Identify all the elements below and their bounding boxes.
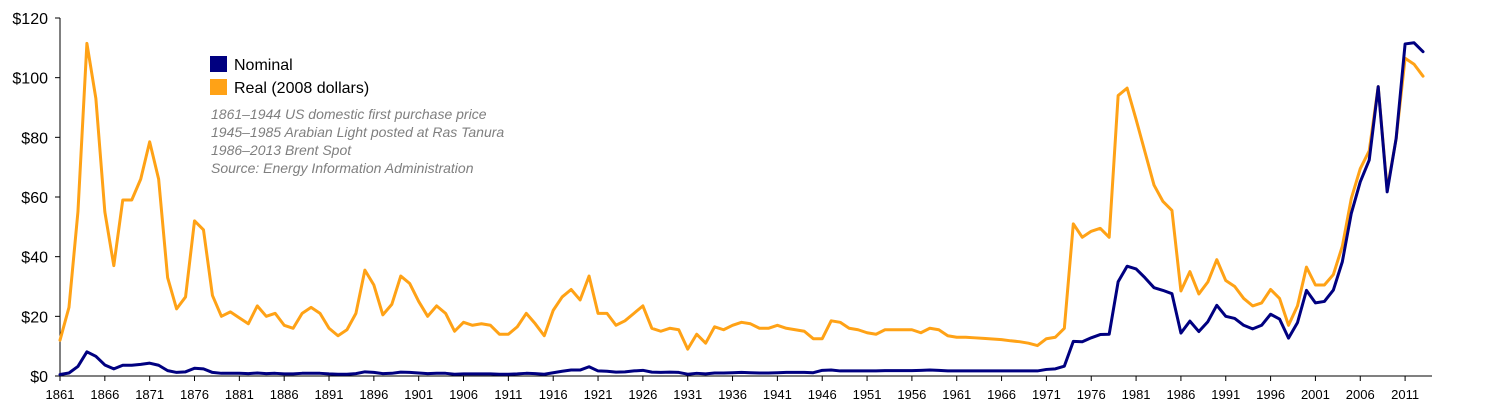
series-line-nominal [58,41,1425,377]
x-tick-label: 1946 [808,387,837,402]
note-line-2: 1945–1985 Arabian Light posted at Ras Ta… [211,124,504,140]
legend-label-real: Real (2008 dollars) [234,80,369,97]
y-axis: $0 $20 $40 $60 $80 $100 $120 [12,11,61,386]
x-tick-label: 1936 [718,387,747,402]
legend: Nominal Real (2008 dollars) [210,56,369,97]
x-tick-label: 1976 [1077,387,1106,402]
x-tick-label: 1901 [404,387,433,402]
x-tick-label: 1991 [1211,387,1240,402]
x-tick-label: 1941 [763,387,792,402]
y-tick-label: $80 [21,130,48,147]
x-tick-label: 1986 [1166,387,1195,402]
source-notes: 1861–1944 US domestic first purchase pri… [211,106,504,176]
x-tick-label: 1886 [270,387,299,402]
x-tick-label: 1896 [359,387,388,402]
x-tick-label: 1911 [494,387,522,402]
x-tick-label: 1966 [987,387,1016,402]
x-tick-label: 1866 [90,387,119,402]
x-tick-label: 1881 [225,387,254,402]
y-tick-label: $120 [12,11,48,28]
x-tick-label: 1956 [897,387,926,402]
series-line-real [58,41,1425,351]
series-lines [58,41,1425,377]
x-axis: 1861 1866 1871 1876 1881 1886 1891 1896 1901 1906… [46,375,1432,402]
y-tick-label: $0 [30,369,48,386]
x-tick-label: 1996 [1256,387,1285,402]
x-tick-label: 1921 [584,387,613,402]
x-tick-label: 1876 [180,387,209,402]
x-tick-label: 1971 [1032,387,1061,402]
y-tick-label: $20 [21,309,48,326]
y-tick-label: $40 [21,250,48,267]
x-tick-label: 1931 [673,387,702,402]
x-tick-label: 1891 [315,387,344,402]
x-tick-label: 1926 [628,387,657,402]
legend-label-nominal: Nominal [234,57,293,74]
y-tick-label: $60 [21,190,48,207]
x-tick-label: 1871 [135,387,164,402]
note-line-1: 1861–1944 US domestic first purchase pri… [211,106,487,122]
x-tick-label: 1861 [46,387,75,402]
x-tick-label: 1906 [449,387,478,402]
x-tick-label: 2006 [1346,387,1375,402]
note-line-3: 1986–2013 Brent Spot [211,142,352,158]
x-tick-label: 2011 [1391,387,1419,402]
legend-swatch-real [210,79,227,95]
x-tick-label: 2001 [1301,387,1330,402]
y-tick-label: $100 [12,71,48,88]
x-tick-label: 1951 [853,387,882,402]
legend-swatch-nominal [210,56,227,72]
note-line-4: Source: Energy Information Administratio… [211,160,474,176]
x-tick-label: 1981 [1122,387,1151,402]
x-tick-label: 1916 [539,387,568,402]
x-tick-label: 1961 [942,387,971,402]
